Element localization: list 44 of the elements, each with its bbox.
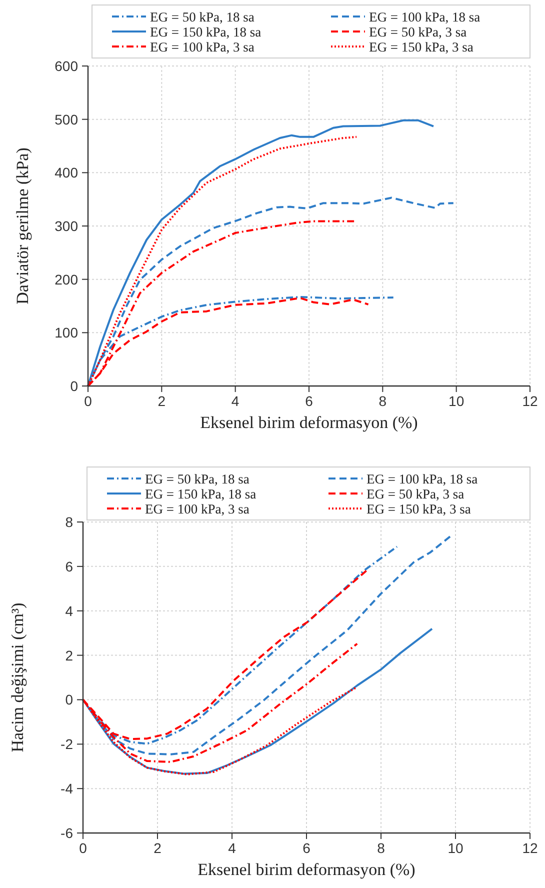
- x-tick-label: 0: [84, 393, 92, 409]
- legend-label: EG = 100 kPa, 3 sa: [145, 502, 250, 516]
- y-tick-label: 600: [54, 58, 78, 74]
- x-tick-label: 6: [305, 393, 314, 409]
- y-tick-label: -4: [60, 780, 74, 797]
- legend-label: EG = 150 kPa, 3 sa: [369, 40, 474, 54]
- y-tick-label: 6: [65, 558, 74, 574]
- y-tick-label: 0: [70, 378, 78, 394]
- legend-label: EG = 100 kPa, 18 sa: [369, 10, 480, 24]
- x-tick-label: 4: [231, 393, 240, 409]
- legend-label: EG = 150 kPa, 18 sa: [145, 486, 256, 502]
- x-tick-label: 8: [378, 393, 387, 409]
- x-tick-label: 6: [302, 840, 311, 856]
- legend-label: EG = 100 kPa, 3 sa: [150, 40, 254, 54]
- y-tick-label: 0: [65, 692, 74, 708]
- y-tick-label: 300: [54, 218, 78, 234]
- y-tick-label: -6: [60, 825, 74, 841]
- x-tick-label: 2: [158, 393, 166, 409]
- legend-label: EG = 50 kPa, 3 sa: [366, 486, 464, 502]
- x-tick-label: 4: [228, 840, 236, 856]
- x-tick-label: 10: [448, 840, 464, 856]
- y-tick-label: 2: [65, 647, 74, 664]
- x-axis-title: Eksenel birim deformasyon (%): [198, 860, 416, 879]
- x-tick-label: 8: [377, 840, 386, 856]
- y-tick-label: 500: [54, 111, 78, 128]
- y-tick-label: 4: [65, 602, 74, 619]
- x-tick-label: 2: [154, 840, 162, 856]
- y-tick-label: 400: [54, 164, 78, 181]
- x-axis-title: Eksenel birim deformasyon (%): [200, 413, 418, 432]
- x-tick-label: 12: [522, 393, 538, 409]
- legend-label: EG = 50 kPa, 18 sa: [145, 472, 250, 486]
- legend-label: EG = 150 kPa, 18 sa: [150, 24, 262, 40]
- x-tick-label: 12: [522, 840, 538, 856]
- legend-label: EG = 50 kPa, 18 sa: [150, 10, 254, 24]
- y-tick-label: 100: [54, 324, 78, 341]
- y-axis-title: Daviatör gerilme (kPa): [13, 148, 32, 304]
- legend-label: EG = 100 kPa, 18 sa: [366, 472, 478, 486]
- y-tick-label: -2: [60, 736, 74, 752]
- y-tick-label: 8: [65, 514, 74, 530]
- y-tick-label: 200: [54, 271, 78, 288]
- y-axis-title: Hacim değişimi (cm³): [8, 602, 27, 752]
- legend-label: EG = 50 kPa, 3 sa: [369, 24, 467, 40]
- x-tick-label: 10: [448, 393, 464, 409]
- legend-label: EG = 150 kPa, 3 sa: [366, 502, 471, 516]
